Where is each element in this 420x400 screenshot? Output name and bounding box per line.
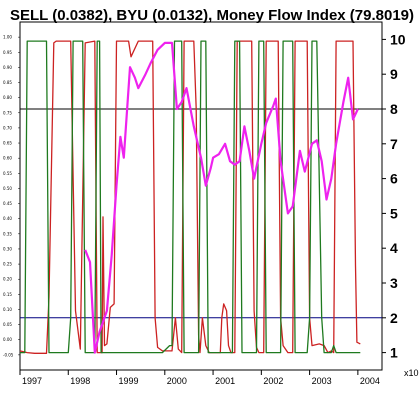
- x-axis: 1997 1998 1999 2000 2001 2002 2003 2004: [19, 370, 380, 386]
- right-tick-label: 8: [390, 101, 398, 117]
- right-axis: 1 2 3 4 5 6 7 8 9 10: [382, 31, 406, 361]
- left-tick-label: 0.70: [3, 125, 12, 130]
- left-tick-label: 0.50: [3, 186, 12, 191]
- series-line-0: [19, 40, 361, 354]
- left-tick-label: 0.80: [3, 95, 12, 100]
- right-tick-label: 10: [390, 31, 406, 47]
- right-tick-label: 5: [390, 205, 398, 221]
- right-tick-label: 6: [390, 171, 398, 187]
- right-tick-label: 2: [390, 310, 398, 326]
- left-tick-label: -0.05: [3, 352, 14, 357]
- x-tick-label: 1999: [119, 376, 139, 386]
- right-axis-units-label: x10: [404, 368, 419, 378]
- left-tick-label: 0.60: [3, 156, 12, 161]
- series-lines: [19, 40, 361, 354]
- left-tick-label: 0.90: [3, 65, 12, 70]
- left-tick-label: 0.85: [3, 80, 12, 85]
- series-line-2: [84, 41, 359, 354]
- x-tick-label: 2000: [167, 376, 187, 386]
- left-tick-label: 1.00: [3, 35, 12, 40]
- left-tick-label: 0.55: [3, 171, 12, 176]
- x-tick-label: 1998: [70, 376, 90, 386]
- left-tick-label: 0.75: [3, 110, 12, 115]
- right-tick-label: 1: [390, 345, 398, 361]
- left-tick-label: 0.25: [3, 262, 12, 267]
- left-tick-label: 0.00: [3, 337, 12, 342]
- left-tick-label: 0.05: [3, 322, 12, 327]
- left-axis: -0.05 0.00 0.05 0.10 0.15 0.20 0.25 0.30 0.35 0.4…: [3, 35, 20, 357]
- left-tick-label: 0.30: [3, 246, 12, 251]
- x-tick-label: 2001: [215, 376, 235, 386]
- chart-title: SELL (0.0382), BYU (0.0132), Money Flow …: [10, 7, 414, 24]
- left-tick-label: 0.20: [3, 277, 12, 282]
- left-tick-label: 0.35: [3, 231, 12, 236]
- right-tick-label: 4: [390, 240, 398, 256]
- right-tick-label: 3: [390, 275, 398, 291]
- x-tick-label: 2002: [263, 376, 283, 386]
- right-tick-label: 9: [390, 66, 398, 82]
- plot-frame: [19, 21, 383, 371]
- left-tick-label: 0.65: [3, 141, 12, 146]
- x-tick-label: 1997: [22, 376, 42, 386]
- x-tick-label: 2003: [312, 376, 332, 386]
- left-tick-label: 0.95: [3, 50, 12, 55]
- right-tick-label: 7: [390, 136, 398, 152]
- left-tick-label: 0.40: [3, 216, 12, 221]
- left-tick-label: 0.45: [3, 201, 12, 206]
- left-tick-label: 0.10: [3, 307, 12, 312]
- x-tick-label: 2004: [360, 376, 380, 386]
- left-tick-label: 0.15: [3, 292, 12, 297]
- series-line-1: [20, 40, 361, 354]
- plot-area: [19, 21, 383, 371]
